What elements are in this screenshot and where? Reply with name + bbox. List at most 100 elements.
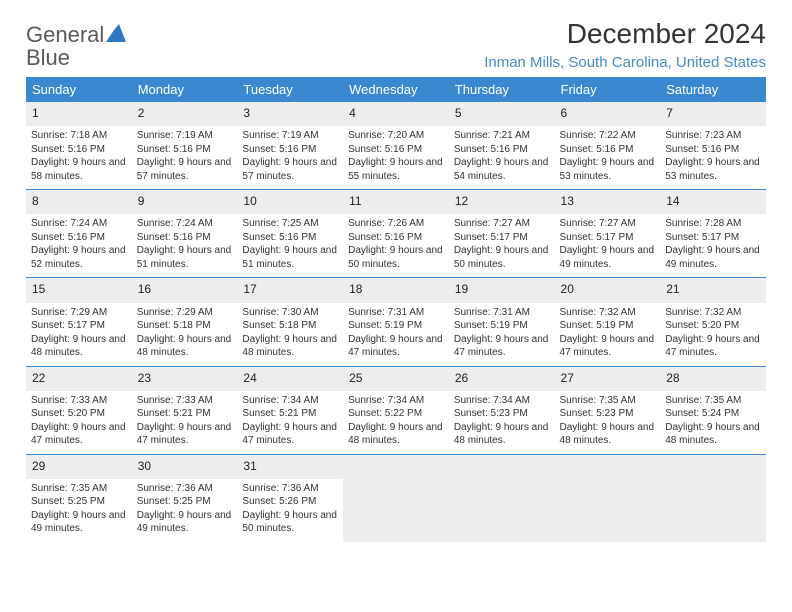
sunrise-text: Sunrise: 7:31 AM [454,306,550,320]
sunrise-text: Sunrise: 7:24 AM [137,217,233,231]
empty-cell [343,454,449,542]
sunrise-text: Sunrise: 7:29 AM [31,306,127,320]
day-cell: 25Sunrise: 7:34 AMSunset: 5:22 PMDayligh… [343,366,449,454]
sunrise-text: Sunrise: 7:23 AM [665,129,761,143]
day-number: 4 [349,105,443,121]
sunset-text: Sunset: 5:16 PM [665,143,761,157]
day-body: Sunrise: 7:19 AMSunset: 5:16 PMDaylight:… [132,126,238,189]
sunset-text: Sunset: 5:16 PM [560,143,656,157]
day-cell: 3 Sunrise: 7:19 AMSunset: 5:16 PMDaylight… [237,102,343,190]
day-number: 19 [455,281,549,297]
sunset-text: Sunset: 5:20 PM [31,407,127,421]
day-body: Sunrise: 7:19 AMSunset: 5:16 PMDaylight:… [237,126,343,189]
day-number: 9 [138,193,232,209]
week-row: 22Sunrise: 7:33 AMSunset: 5:20 PMDayligh… [26,366,766,454]
logo-word2: Blue [26,45,70,70]
day-number: 29 [32,458,126,474]
day-header: Tuesday [237,77,343,102]
daylight-text: Daylight: 9 hours and 52 minutes. [31,244,127,271]
daylight-text: Daylight: 9 hours and 57 minutes. [242,156,338,183]
sunrise-text: Sunrise: 7:32 AM [560,306,656,320]
daylight-text: Daylight: 9 hours and 48 minutes. [348,421,444,448]
daylight-text: Daylight: 9 hours and 47 minutes. [665,333,761,360]
day-cell: 7Sunrise: 7:23 AMSunset: 5:16 PMDaylight… [660,102,766,190]
sunset-text: Sunset: 5:17 PM [454,231,550,245]
day-cell: 1Sunrise: 7:18 AMSunset: 5:16 PMDaylight… [26,102,132,190]
day-body: Sunrise: 7:31 AMSunset: 5:19 PMDaylight:… [449,303,555,366]
day-body: Sunrise: 7:28 AMSunset: 5:17 PMDaylight:… [660,214,766,277]
sunset-text: Sunset: 5:16 PM [31,143,127,157]
day-body: Sunrise: 7:34 AMSunset: 5:23 PMDaylight:… [449,391,555,454]
day-body: Sunrise: 7:24 AMSunset: 5:16 PMDaylight:… [132,214,238,277]
week-row: 29 Sunrise: 7:35 AMSunset: 5:25 PMDayligh… [26,454,766,542]
day-number: 6 [561,105,655,121]
day-header: Thursday [449,77,555,102]
day-cell: 4Sunrise: 7:20 AMSunset: 5:16 PMDaylight… [343,102,449,190]
logo-text: General Blue [26,24,126,70]
sunrise-text: Sunrise: 7:36 AM [242,482,338,496]
day-cell: 19 Sunrise: 7:31 AMSunset: 5:19 PMDayligh… [449,278,555,366]
logo-word1: General [26,22,104,47]
sunrise-text: Sunrise: 7:35 AM [31,482,127,496]
day-number: 18 [349,281,443,297]
sunrise-text: Sunrise: 7:27 AM [560,217,656,231]
sunset-text: Sunset: 5:16 PM [348,231,444,245]
day-number-strip: 3 [237,102,343,126]
day-cell: 26Sunrise: 7:34 AMSunset: 5:23 PMDayligh… [449,366,555,454]
sunrise-text: Sunrise: 7:30 AM [242,306,338,320]
week-row: 1Sunrise: 7:18 AMSunset: 5:16 PMDaylight… [26,102,766,190]
week-row: 15Sunrise: 7:29 AMSunset: 5:17 PMDayligh… [26,278,766,366]
day-body: Sunrise: 7:22 AMSunset: 5:16 PMDaylight:… [555,126,661,189]
day-body: Sunrise: 7:24 AMSunset: 5:16 PMDaylight:… [26,214,132,277]
day-cell: 11Sunrise: 7:26 AMSunset: 5:16 PMDayligh… [343,190,449,278]
sunset-text: Sunset: 5:16 PM [242,231,338,245]
day-number-strip: 22 [26,367,132,391]
sunrise-text: Sunrise: 7:33 AM [31,394,127,408]
sunset-text: Sunset: 5:22 PM [348,407,444,421]
day-number-strip: 24 [237,367,343,391]
day-number: 17 [243,281,337,297]
day-body: Sunrise: 7:29 AMSunset: 5:17 PMDaylight:… [26,303,132,366]
day-cell: 2Sunrise: 7:19 AMSunset: 5:16 PMDaylight… [132,102,238,190]
sunrise-text: Sunrise: 7:21 AM [454,129,550,143]
sunset-text: Sunset: 5:26 PM [242,495,338,509]
sunset-text: Sunset: 5:25 PM [31,495,127,509]
day-number-strip: 1 [26,102,132,126]
day-cell: 15Sunrise: 7:29 AMSunset: 5:17 PMDayligh… [26,278,132,366]
daylight-text: Daylight: 9 hours and 47 minutes. [348,333,444,360]
sunset-text: Sunset: 5:21 PM [242,407,338,421]
day-number: 20 [561,281,655,297]
daylight-text: Daylight: 9 hours and 47 minutes. [454,333,550,360]
day-cell: 5Sunrise: 7:21 AMSunset: 5:16 PMDaylight… [449,102,555,190]
day-cell: 22Sunrise: 7:33 AMSunset: 5:20 PMDayligh… [26,366,132,454]
sunset-text: Sunset: 5:17 PM [31,319,127,333]
sunset-text: Sunset: 5:25 PM [137,495,233,509]
day-body: Sunrise: 7:35 AMSunset: 5:25 PMDaylight:… [26,479,132,542]
day-body: Sunrise: 7:34 AMSunset: 5:21 PMDaylight:… [237,391,343,454]
day-body: Sunrise: 7:30 AMSunset: 5:18 PMDaylight:… [237,303,343,366]
day-number: 13 [561,193,655,209]
day-number: 3 [243,105,337,121]
day-number-strip: 13 [555,190,661,214]
day-body: Sunrise: 7:31 AMSunset: 5:19 PMDaylight:… [343,303,449,366]
day-body: Sunrise: 7:33 AMSunset: 5:20 PMDaylight:… [26,391,132,454]
sunset-text: Sunset: 5:16 PM [454,143,550,157]
day-cell: 8 Sunrise: 7:24 AMSunset: 5:16 PMDaylight… [26,190,132,278]
day-number-strip: 25 [343,367,449,391]
day-cell: 23Sunrise: 7:33 AMSunset: 5:21 PMDayligh… [132,366,238,454]
day-number-strip: 23 [132,367,238,391]
daylight-text: Daylight: 9 hours and 53 minutes. [665,156,761,183]
day-number: 8 [32,193,126,209]
day-number: 27 [561,370,655,386]
day-number-strip: 26 [449,367,555,391]
day-header: Saturday [660,77,766,102]
day-number: 16 [138,281,232,297]
day-body: Sunrise: 7:35 AMSunset: 5:23 PMDaylight:… [555,391,661,454]
sunrise-text: Sunrise: 7:33 AM [137,394,233,408]
page-title: December 2024 [484,18,766,50]
sunrise-text: Sunrise: 7:28 AM [665,217,761,231]
day-body: Sunrise: 7:36 AMSunset: 5:26 PMDaylight:… [237,479,343,542]
sunset-text: Sunset: 5:23 PM [560,407,656,421]
day-number-strip: 29 [26,455,132,479]
day-number: 1 [32,105,126,121]
